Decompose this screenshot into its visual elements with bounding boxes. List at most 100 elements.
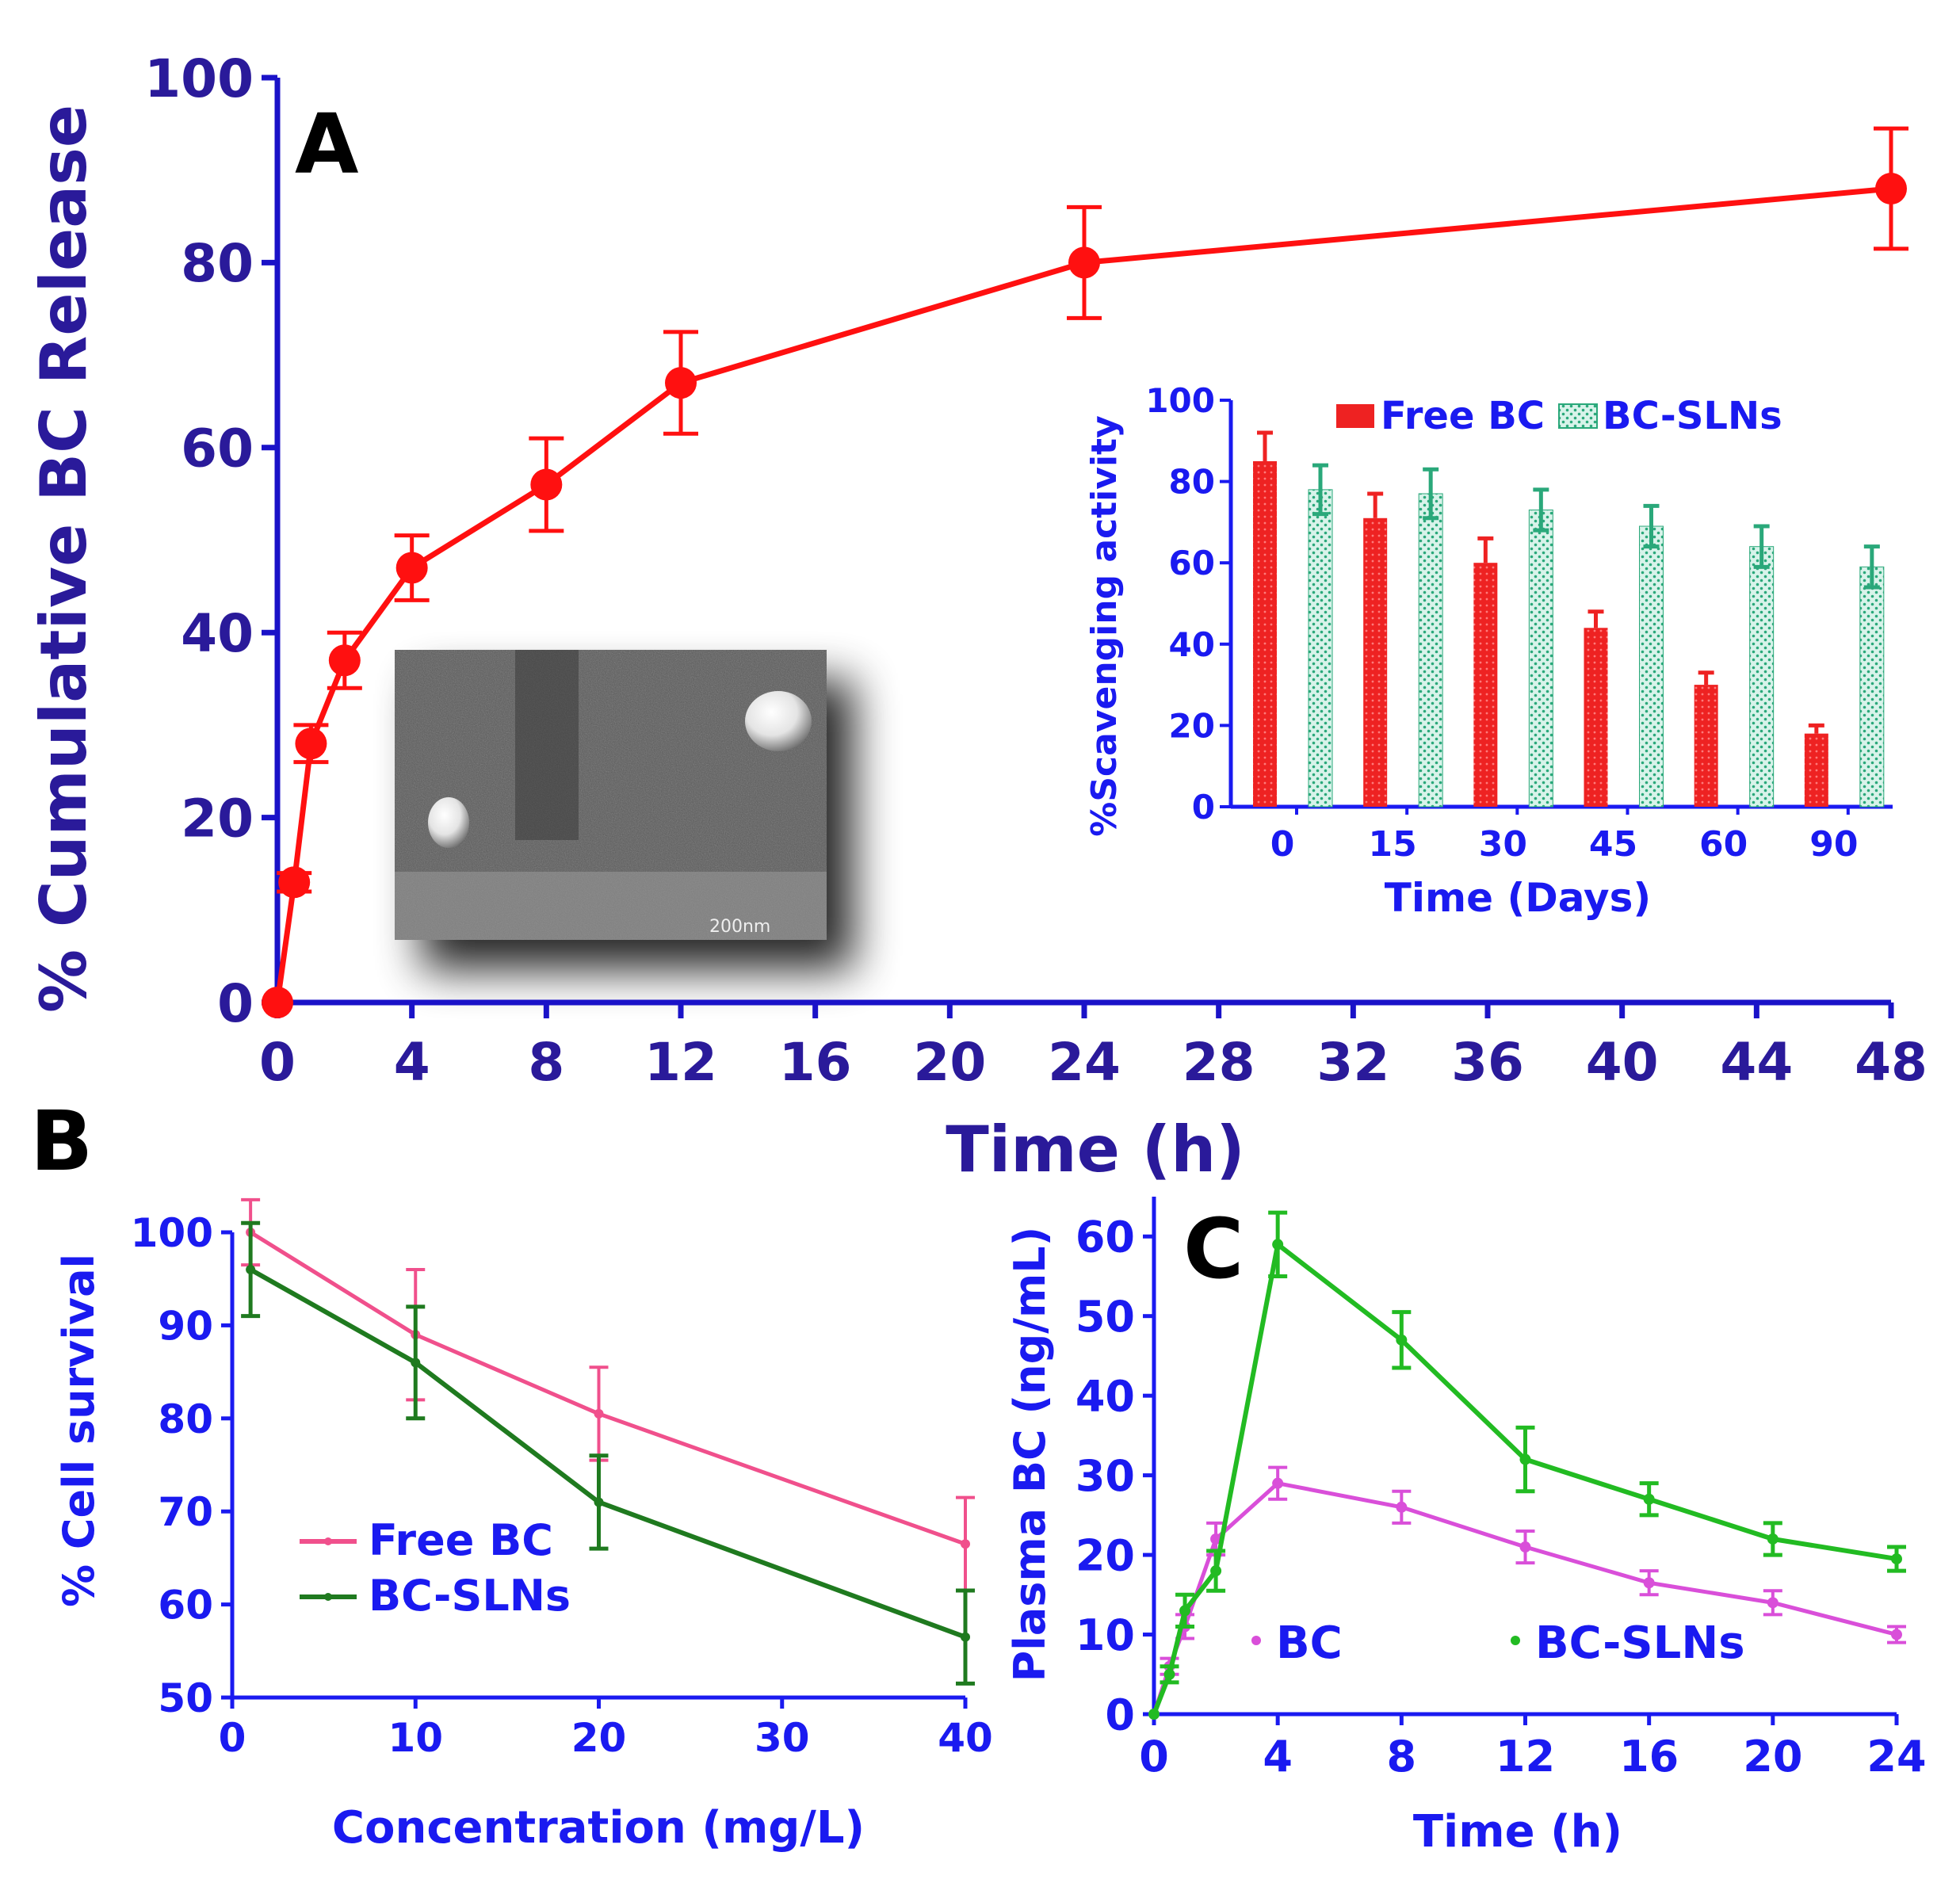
release-point bbox=[1875, 173, 1907, 205]
panel-b-xlabel: Concentration (mg/L) bbox=[332, 1802, 865, 1854]
panel-b-y-tick-label: 70 bbox=[158, 1489, 213, 1535]
legend-c: BC BC-SLNs bbox=[1251, 1617, 1745, 1669]
panel-b-x-tick-label: 10 bbox=[388, 1715, 443, 1761]
panel-c-y-tick-label: 50 bbox=[1076, 1292, 1135, 1342]
sem-micrograph: 200nm bbox=[395, 650, 827, 940]
inset-y-tick-label: 80 bbox=[1169, 463, 1215, 502]
legend-bc-slns-label: BC-SLNs bbox=[1603, 394, 1782, 438]
bc-slns-c-line bbox=[1152, 1242, 1897, 1716]
free-bc-point bbox=[594, 1408, 604, 1419]
panel-b-ylabel: % Cell survival bbox=[54, 1254, 104, 1607]
release-point bbox=[665, 367, 697, 399]
bc-slns-line bbox=[249, 1267, 967, 1640]
legend-bc-marker bbox=[1251, 1636, 1261, 1645]
free-bc-bar bbox=[1363, 517, 1388, 807]
legend-free-bc-swatch bbox=[1336, 404, 1374, 428]
panel-c-y-tick-label: 10 bbox=[1076, 1610, 1135, 1660]
bc-line bbox=[1152, 1481, 1897, 1715]
panel-c-x-tick-label: 4 bbox=[1263, 1732, 1293, 1782]
bc-point bbox=[1891, 1629, 1902, 1640]
panel-b-y-tick-label: 100 bbox=[131, 1210, 213, 1256]
inset-y-tick-label: 20 bbox=[1169, 706, 1215, 745]
panel-c-x-tick-label: 12 bbox=[1496, 1732, 1555, 1782]
free-bc-bar bbox=[1804, 733, 1828, 807]
bc-slns-point bbox=[594, 1497, 604, 1507]
bc-point bbox=[1210, 1533, 1222, 1545]
bc-point bbox=[1396, 1501, 1408, 1513]
series-a bbox=[262, 126, 1908, 1018]
inset-y-tick-label: 60 bbox=[1169, 544, 1215, 582]
axes-c: 0 4 8 12 16 20 24 0 10 20 30 40 50 60 bbox=[1076, 1197, 1927, 1782]
inset-bars bbox=[1253, 430, 1885, 808]
panel-a-x-tick-label: 32 bbox=[1316, 1032, 1389, 1093]
bc-point bbox=[1272, 1477, 1284, 1489]
bc-slns-c-point bbox=[1396, 1334, 1408, 1346]
release-point bbox=[262, 987, 293, 1018]
panel-c-x-tick-label: 16 bbox=[1619, 1732, 1679, 1782]
inset-x-tick-label: 30 bbox=[1479, 824, 1527, 865]
free-bc-bar bbox=[1473, 563, 1498, 807]
panel-b-y-tick-label: 90 bbox=[158, 1303, 213, 1349]
panel-c-y-tick-label: 20 bbox=[1076, 1531, 1135, 1581]
panel-a-x-tick-label: 12 bbox=[644, 1032, 717, 1093]
panel-a-x-tick-label: 0 bbox=[259, 1032, 296, 1093]
bc-slns-point bbox=[961, 1632, 970, 1642]
panel-c-label: C bbox=[1183, 1201, 1244, 1297]
panel-c-x-tick-label: 8 bbox=[1387, 1732, 1417, 1782]
panel-b-x-tick-label: 40 bbox=[938, 1715, 993, 1761]
bc-slns-c-point bbox=[1891, 1553, 1902, 1565]
panel-a-ylabel: % Cumulative BC Release bbox=[27, 105, 101, 1013]
inset-y-tick-label: 0 bbox=[1192, 788, 1215, 827]
bc-slns-bar bbox=[1859, 566, 1885, 808]
panel-a-x-tick-label: 4 bbox=[394, 1032, 430, 1093]
panel-b-x-tick-label: 30 bbox=[755, 1715, 810, 1761]
panel-a: A 200nm 0 4 8 12 16 20 24 28 32 36 40 44 48020406080… bbox=[27, 48, 1928, 1186]
legend-bc-slns-text-c: BC-SLNs bbox=[1535, 1617, 1745, 1669]
free-bc-point bbox=[961, 1539, 970, 1549]
panel-a-y-tick-label: 40 bbox=[181, 603, 254, 664]
series-c bbox=[1148, 1210, 1906, 1720]
panel-a-x-tick-label: 16 bbox=[779, 1032, 852, 1093]
panel-c: C 0 4 8 12 16 20 24 0 10 20 30 40 50 60 BC BC-SLNs Pl… bbox=[1005, 1197, 1927, 1858]
panel-c-x-tick-label: 24 bbox=[1866, 1732, 1926, 1782]
panel-c-x-tick-label: 0 bbox=[1139, 1732, 1169, 1782]
legend-bc-slns-swatch bbox=[1558, 403, 1598, 429]
release-point bbox=[295, 728, 327, 760]
legend-b: Free BC BC-SLNs bbox=[300, 1515, 571, 1621]
axes-b: 0 10 20 30 40 50 60 70 80 90 100 bbox=[131, 1210, 993, 1761]
inset-xlabel: Time (Days) bbox=[1385, 875, 1651, 921]
bc-slns-point bbox=[411, 1358, 421, 1368]
release-point bbox=[278, 866, 311, 899]
legend-free-bc-text: Free BC bbox=[369, 1515, 553, 1565]
panel-a-label: A bbox=[295, 96, 359, 193]
panel-b-y-tick-label: 80 bbox=[158, 1396, 213, 1442]
inset-y-tick-label: 40 bbox=[1169, 625, 1215, 664]
panel-a-y-tick-label: 100 bbox=[144, 48, 254, 109]
free-bc-bar bbox=[1584, 628, 1608, 807]
bc-slns-c-point bbox=[1179, 1605, 1191, 1617]
bc-slns-bar bbox=[1308, 489, 1333, 808]
panel-b-x-tick-label: 20 bbox=[571, 1715, 627, 1761]
bc-slns-bar bbox=[1639, 525, 1664, 808]
legend-bc-text: BC bbox=[1276, 1617, 1343, 1669]
panel-a-x-tick-label: 40 bbox=[1586, 1032, 1659, 1093]
bc-slns-c-point bbox=[1643, 1493, 1655, 1505]
sem-scale-label: 200nm bbox=[709, 917, 770, 937]
panel-a-xlabel: Time (h) bbox=[946, 1113, 1245, 1186]
legend-bc-slns-text: BC-SLNs bbox=[369, 1571, 571, 1621]
inset-y-tick-label: 100 bbox=[1145, 381, 1215, 420]
bc-point bbox=[1519, 1541, 1531, 1553]
free-bc-bar bbox=[1694, 685, 1718, 807]
panel-a-x-tick-label: 28 bbox=[1182, 1032, 1255, 1093]
release-point bbox=[530, 468, 563, 501]
panel-a-y-tick-label: 0 bbox=[217, 973, 254, 1034]
panel-b-y-tick-label: 50 bbox=[158, 1675, 213, 1721]
panel-a-x-tick-label: 24 bbox=[1048, 1032, 1121, 1093]
panel-c-y-tick-label: 40 bbox=[1076, 1372, 1135, 1422]
free-bc-bar bbox=[1253, 460, 1277, 807]
panel-b-label: B bbox=[30, 1093, 93, 1190]
bc-slns-bar bbox=[1418, 493, 1443, 808]
